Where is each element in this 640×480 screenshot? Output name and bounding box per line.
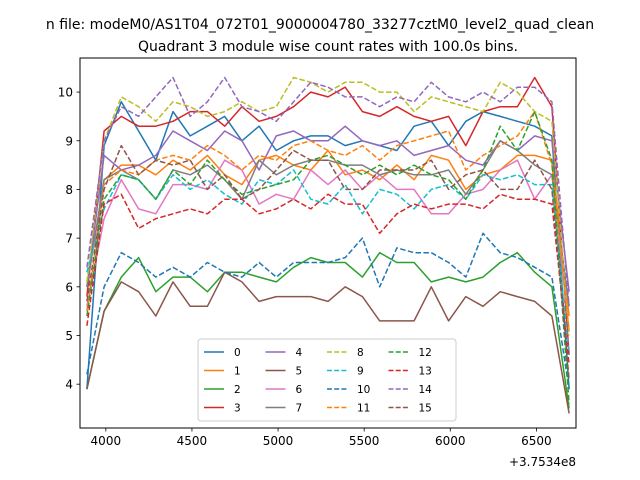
y-tick-label: 4 [65, 378, 73, 392]
y-tick-label: 7 [65, 232, 73, 246]
x-tick-label: 6000 [435, 434, 466, 448]
x-axis: 4000 4500 5000 5500 6000 6500 [91, 428, 552, 448]
legend-label-6: 6 [296, 384, 303, 396]
legend-label-10: 10 [357, 384, 370, 396]
plot-frame [79, 57, 577, 429]
y-tick-label: 5 [65, 329, 73, 343]
legend-label-2: 2 [234, 384, 241, 396]
x-tick-label: 5000 [263, 434, 294, 448]
legend-label-9: 9 [357, 366, 364, 378]
y-tick-label: 6 [65, 280, 73, 294]
x-tick-label: 4000 [91, 434, 122, 448]
legend-label-15: 15 [419, 403, 432, 415]
legend-label-7: 7 [296, 403, 303, 415]
series-line-8 [86, 76, 570, 336]
y-axis: 4 5 6 7 8 9 10 [58, 86, 80, 392]
series-line-15 [86, 144, 570, 380]
series-line-13 [86, 193, 570, 365]
series-line-5 [86, 271, 570, 414]
legend-label-4: 4 [296, 347, 303, 359]
series-line-3 [86, 76, 570, 356]
y-tick-label: 8 [65, 183, 73, 197]
series-layer [86, 76, 570, 414]
legend-box [197, 338, 457, 422]
legend-label-3: 3 [234, 403, 241, 415]
chart-title: Quadrant 3 module wise count rates with … [138, 39, 518, 55]
legend-label-0: 0 [234, 347, 241, 359]
series-line-6 [86, 159, 570, 331]
x-offset-label: +3.7534e8 [509, 455, 576, 469]
series-line-10 [86, 232, 570, 390]
legend-label-1: 1 [234, 366, 241, 378]
series-line-9 [86, 169, 570, 356]
legend-label-13: 13 [419, 366, 432, 378]
chart-suptitle: n file: modeM0/AS1T04_072T01_9000004780_… [46, 17, 594, 33]
y-tick-label: 9 [65, 134, 73, 148]
x-tick-label: 4500 [177, 434, 208, 448]
x-tick-label: 6500 [521, 434, 552, 448]
series-line-14 [86, 76, 570, 307]
y-tick-label: 10 [58, 86, 73, 100]
series-line-11 [86, 110, 570, 331]
legend-label-14: 14 [419, 384, 433, 396]
x-tick-label: 5500 [349, 434, 380, 448]
series-line-0 [86, 101, 570, 390]
legend-label-11: 11 [357, 403, 370, 415]
legend-label-5: 5 [296, 366, 303, 378]
legend-label-12: 12 [419, 347, 432, 359]
legend-label-8: 8 [357, 347, 364, 359]
series-line-12 [86, 110, 570, 404]
